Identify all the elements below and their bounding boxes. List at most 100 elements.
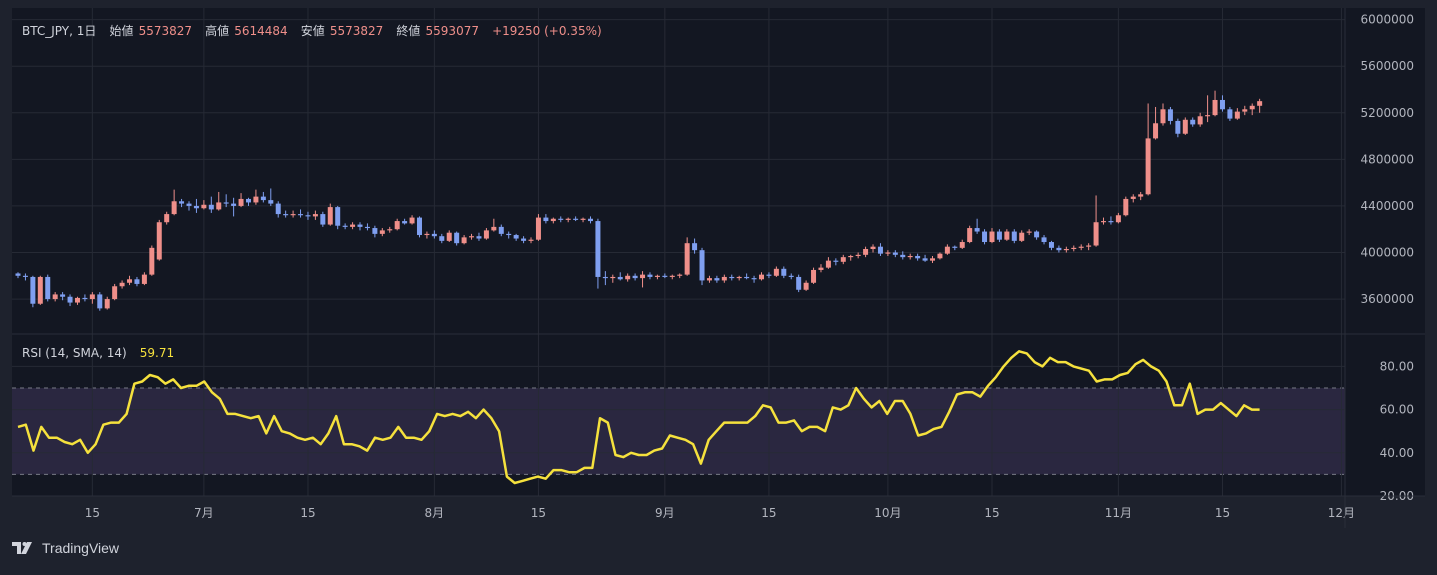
candle-body — [825, 260, 831, 268]
candle-body — [959, 242, 965, 248]
candle-body — [208, 204, 214, 210]
candle-body — [892, 252, 898, 255]
candle-body — [565, 218, 571, 220]
time-tick-label: 15 — [984, 506, 999, 520]
candle-body — [454, 232, 460, 244]
legend-symbol[interactable]: BTC_JPY, 1日 — [22, 24, 96, 38]
candle-body — [1056, 247, 1062, 251]
candle-body — [1175, 120, 1181, 134]
candle-body — [89, 294, 95, 300]
legend-low-label: 安値 — [301, 23, 325, 38]
candle-body — [1212, 99, 1218, 116]
time-tick-label: 15 — [531, 506, 546, 520]
candle-body — [1182, 119, 1188, 134]
candle-body — [840, 257, 846, 262]
candle-body — [796, 276, 802, 290]
tradingview-logo[interactable]: TradingView — [12, 540, 119, 556]
candle-body — [298, 214, 304, 216]
candle-body — [788, 275, 794, 277]
price-tick-label: 5600000 — [1361, 59, 1414, 73]
tradingview-icon — [12, 542, 32, 554]
candle-body — [1034, 231, 1040, 238]
candle-body — [1160, 109, 1166, 124]
candle-body — [1101, 221, 1107, 223]
candle-body — [1153, 123, 1159, 139]
time-tick-label: 15 — [85, 506, 100, 520]
candle-body — [1123, 198, 1129, 216]
candle-body — [714, 278, 720, 281]
candle-body — [967, 228, 973, 243]
candle-body — [1048, 242, 1054, 248]
candle-body — [848, 255, 854, 258]
candle-body — [1115, 215, 1121, 223]
candle-body — [1219, 99, 1225, 110]
candle-body — [327, 207, 333, 225]
legend-open-value: 5573827 — [139, 24, 192, 38]
candle-body — [283, 214, 289, 216]
rsi-line — [17, 350, 1260, 485]
candle-body — [573, 218, 579, 220]
candle-body — [97, 294, 103, 309]
legend-high-label: 高値 — [205, 23, 229, 38]
candle-body — [1205, 115, 1211, 117]
candle-body — [662, 275, 668, 277]
candle-body — [550, 218, 556, 222]
candle-body — [528, 239, 534, 241]
candle-body — [1257, 101, 1263, 106]
candle-body — [915, 255, 921, 259]
candle-body — [171, 201, 177, 215]
candle-body — [759, 274, 764, 280]
candle-body — [766, 274, 772, 276]
time-axis[interactable]: 15 7月 15 8月 15 9月 15 10月 15 11月 15 12月 — [85, 506, 1355, 520]
legend-change: +19250 (+0.35%) — [492, 24, 602, 38]
candle-body — [1234, 111, 1240, 119]
candle-body — [744, 276, 750, 279]
candle-body — [535, 217, 541, 240]
candle-body — [439, 236, 445, 241]
candle-body — [818, 267, 824, 270]
candle-body — [112, 286, 118, 300]
price-tick-label: 4800000 — [1361, 152, 1414, 166]
candles — [15, 90, 1263, 311]
candle-body — [15, 273, 21, 276]
candle-body — [833, 260, 839, 262]
candle-body — [260, 196, 266, 201]
candle-body — [721, 276, 727, 281]
price-tick-label: 4000000 — [1361, 246, 1414, 260]
price-pane[interactable] — [12, 8, 1425, 334]
time-tick-label: 15 — [300, 506, 315, 520]
candle-body — [885, 252, 891, 254]
candle-body — [186, 203, 192, 206]
rsi-legend-label[interactable]: RSI (14, SMA, 14) — [22, 346, 127, 360]
candle-body — [1167, 109, 1173, 121]
candle-body — [1242, 109, 1248, 112]
candle-body — [1004, 231, 1010, 240]
candle-body — [446, 232, 452, 241]
price-axis[interactable]: 6000000 5600000 5200000 4800000 4400000 40000… — [1361, 13, 1414, 306]
candle-body — [602, 276, 608, 279]
candle-body — [900, 254, 906, 258]
legend-close-value: 5593077 — [426, 24, 479, 38]
candle-body — [394, 221, 400, 230]
candle-body — [863, 249, 869, 255]
candle-body — [1138, 194, 1144, 197]
candle-body — [402, 221, 408, 224]
legend-low-value: 5573827 — [330, 24, 383, 38]
candle-body — [729, 276, 735, 279]
time-tick-label: 12月 — [1328, 506, 1355, 520]
time-tick-label: 7月 — [194, 506, 214, 520]
candle-body — [387, 229, 393, 231]
candle-body — [974, 228, 980, 232]
candle-body — [30, 276, 36, 304]
time-tick-label: 10月 — [874, 506, 901, 520]
candle-body — [357, 224, 363, 227]
candle-body — [1093, 222, 1099, 246]
candle-body — [245, 198, 251, 203]
candle-body — [364, 226, 370, 229]
time-tick-label: 15 — [761, 506, 776, 520]
candle-body — [67, 296, 73, 303]
candle-body — [1071, 247, 1077, 250]
time-tick-label: 15 — [1215, 506, 1230, 520]
